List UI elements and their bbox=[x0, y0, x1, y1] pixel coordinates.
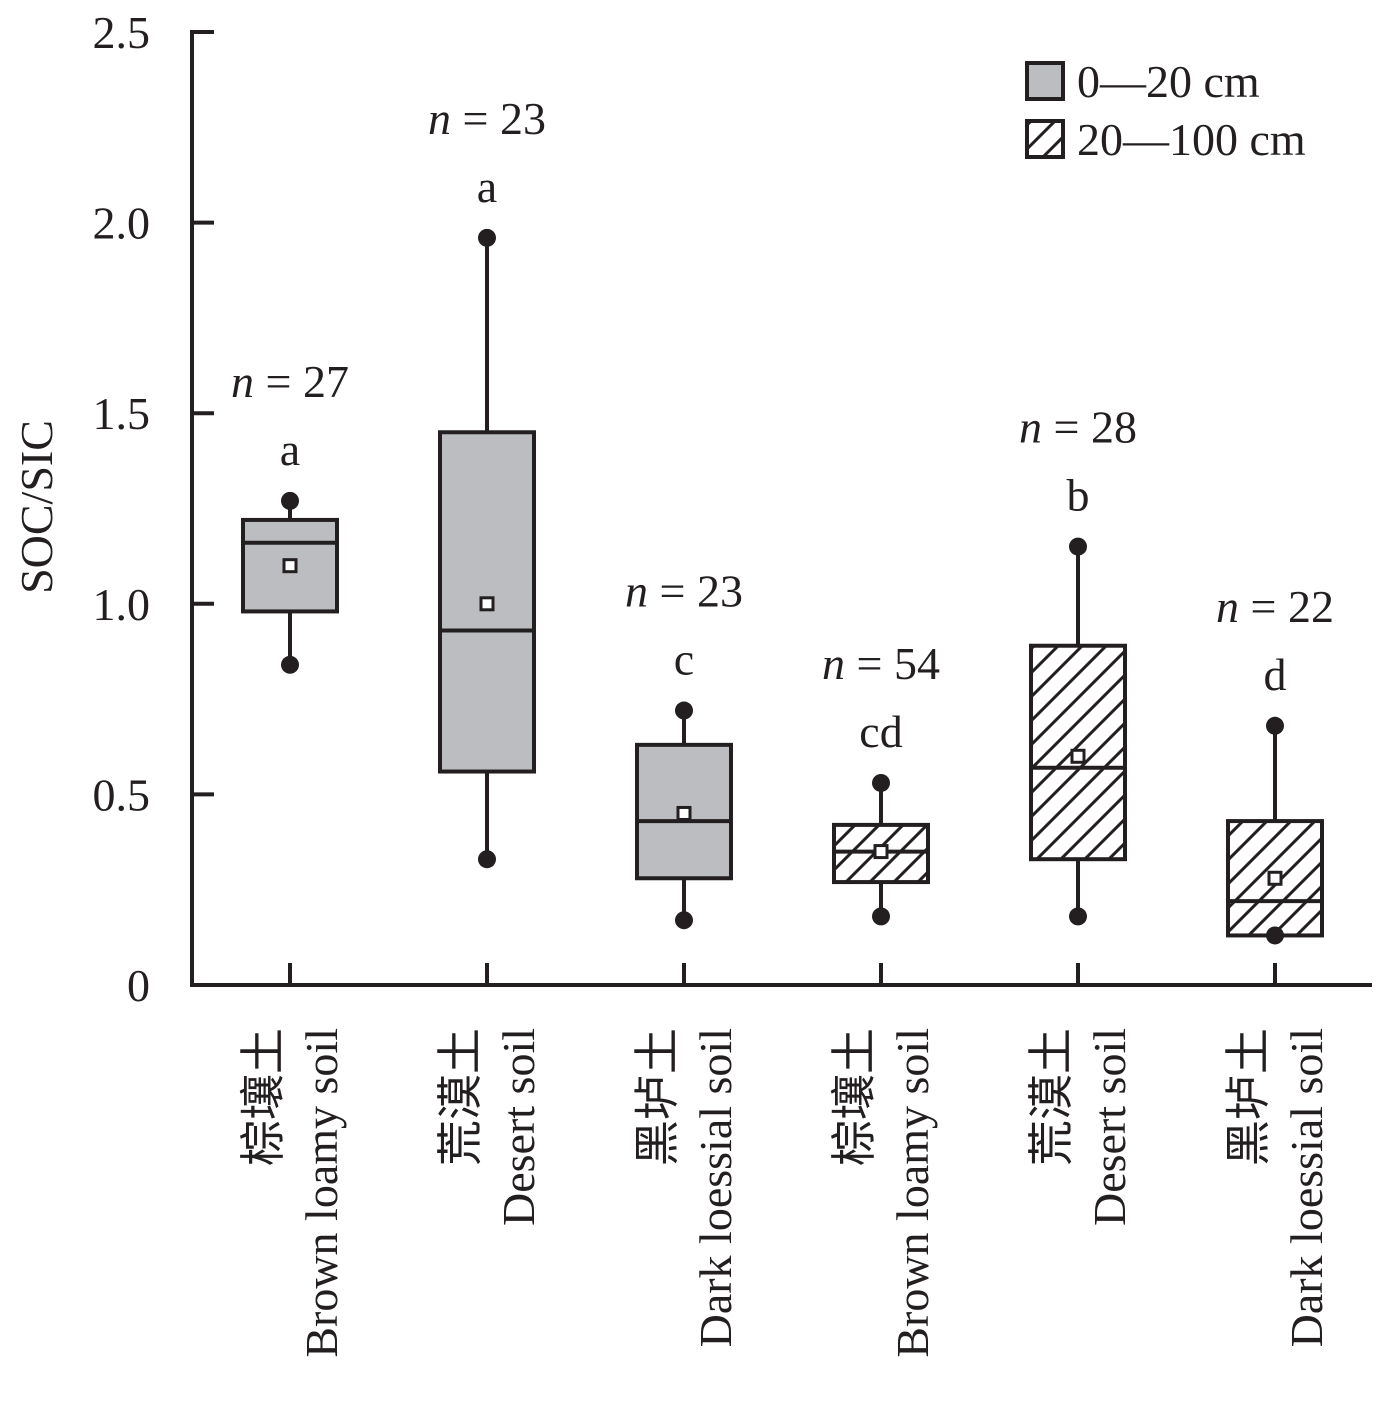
box-group: cd n = 54 bbox=[822, 638, 940, 985]
box-group: c n = 23 bbox=[625, 566, 743, 985]
category-label-cn: 荒漠土 bbox=[435, 1028, 486, 1166]
sample-size-label: n = 27 bbox=[231, 356, 349, 407]
y-axis-ticks: 0 0.5 1.0 1.5 2.0 2.5 bbox=[93, 7, 214, 1011]
y-tick-label: 1.0 bbox=[93, 579, 151, 630]
category-label-en: Desert soil bbox=[1084, 1028, 1135, 1226]
sample-size-label: n = 23 bbox=[428, 93, 546, 144]
category-label-en: Dark loessial soil bbox=[690, 1028, 741, 1347]
category-label-cn: 黑垆土 bbox=[1223, 1028, 1274, 1166]
category-label-cn: 棕壤土 bbox=[238, 1028, 289, 1166]
mean-marker bbox=[479, 596, 495, 612]
whisker-high-dot bbox=[872, 773, 890, 792]
category-label-en: Desert soil bbox=[493, 1028, 544, 1226]
significance-letter: a bbox=[477, 161, 497, 212]
legend-swatch-hatched bbox=[1025, 119, 1065, 159]
whisker-high-dot bbox=[675, 701, 693, 720]
legend-label-0-20cm: 0—20 cm bbox=[1077, 56, 1260, 107]
y-tick-label: 0 bbox=[127, 960, 150, 1011]
category-label-cn: 棕壤土 bbox=[829, 1028, 880, 1166]
mean-marker bbox=[1070, 748, 1086, 764]
sample-size-label: n = 22 bbox=[1216, 581, 1334, 632]
significance-letter: cd bbox=[859, 706, 902, 757]
box-group: a n = 27 bbox=[231, 356, 349, 985]
whisker-low-dot bbox=[675, 911, 693, 930]
whisker-high-dot bbox=[1266, 716, 1284, 735]
y-tick-label: 2.0 bbox=[93, 198, 151, 249]
mean-marker bbox=[873, 844, 889, 860]
significance-letter: d bbox=[1264, 649, 1287, 700]
y-tick-label: 1.5 bbox=[93, 388, 151, 439]
whisker-high-dot bbox=[478, 228, 496, 247]
sample-size-label: n = 28 bbox=[1019, 402, 1137, 453]
whisker-low-dot bbox=[478, 850, 496, 869]
mean-marker bbox=[282, 558, 298, 574]
significance-letter: c bbox=[674, 634, 694, 685]
box-group: b n = 28 bbox=[1019, 402, 1137, 985]
legend-label-20-100cm: 20—100 cm bbox=[1077, 114, 1306, 165]
mean-marker bbox=[1267, 870, 1283, 886]
whisker-low-dot bbox=[1266, 926, 1284, 945]
y-axis-label: SOC/SIC bbox=[11, 420, 62, 594]
mean-marker bbox=[676, 805, 692, 821]
whisker-high-dot bbox=[1069, 537, 1087, 556]
category-label-cn: 荒漠土 bbox=[1026, 1028, 1077, 1166]
box-group: a n = 23 bbox=[428, 93, 546, 985]
category-label-en: Dark loessial soil bbox=[1281, 1028, 1332, 1347]
y-tick-label: 2.5 bbox=[93, 7, 151, 58]
significance-letter: a bbox=[280, 424, 300, 475]
category-label-en: Brown loamy soil bbox=[887, 1028, 938, 1358]
sample-size-label: n = 23 bbox=[625, 566, 743, 617]
legend: 0—20 cm 20—100 cm bbox=[1025, 56, 1306, 165]
sample-size-label: n = 54 bbox=[822, 638, 940, 689]
box-iqr bbox=[1226, 819, 1324, 938]
box-plot-series: a n = 27 a n = 23 c n = 23 cd n = 54 b n = 28 d n =… bbox=[231, 93, 1334, 985]
category-label-en: Brown loamy soil bbox=[296, 1028, 347, 1358]
whisker-high-dot bbox=[281, 491, 299, 510]
whisker-low-dot bbox=[872, 907, 890, 926]
x-axis-category-labels: 棕壤土 Brown loamy soil 荒漠土 Desert soil 黑垆土 Dark… bbox=[238, 1028, 1332, 1358]
whisker-low-dot bbox=[281, 655, 299, 674]
significance-letter: b bbox=[1067, 470, 1090, 521]
whisker-low-dot bbox=[1069, 907, 1087, 926]
y-tick-label: 0.5 bbox=[93, 769, 151, 820]
category-label-cn: 黑垆土 bbox=[632, 1028, 683, 1166]
legend-swatch-gray bbox=[1025, 61, 1065, 101]
box-group: d n = 22 bbox=[1216, 581, 1334, 985]
